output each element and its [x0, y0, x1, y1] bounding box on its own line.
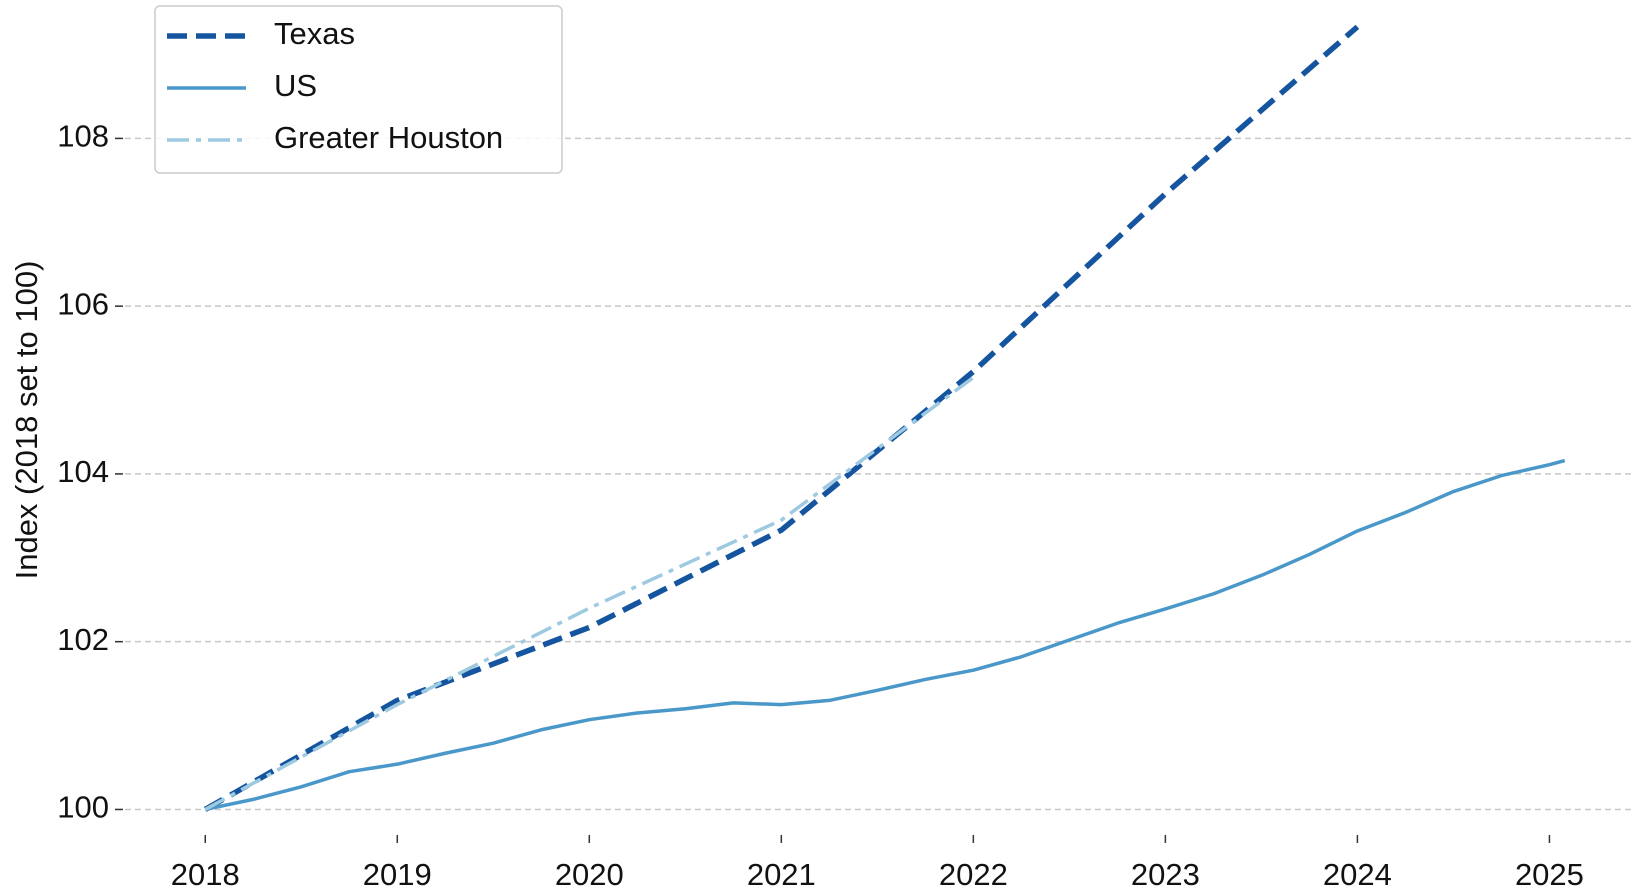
- x-tick-label: 2023: [1131, 857, 1200, 892]
- x-tick-label: 2019: [363, 857, 432, 892]
- x-tick-label: 2021: [747, 857, 816, 892]
- y-tick-label: 104: [57, 454, 109, 489]
- y-axis-label: Index (2018 set to 100): [9, 261, 44, 580]
- y-tick-label: 108: [57, 119, 109, 154]
- legend-label: Greater Houston: [274, 120, 503, 155]
- legend-label: Texas: [274, 16, 355, 51]
- x-tick-label: 2024: [1323, 857, 1392, 892]
- x-tick-label: 2022: [939, 857, 1008, 892]
- legend-box: [154, 5, 563, 174]
- x-tick-label: 2020: [555, 857, 624, 892]
- series-line: [204, 376, 975, 811]
- x-tick-label: 2018: [171, 857, 240, 892]
- legend-label: US: [274, 68, 317, 103]
- y-tick-label: 102: [57, 622, 109, 657]
- series-line: [204, 458, 1566, 812]
- series-line: [203, 24, 1360, 812]
- y-tick-label: 100: [57, 790, 109, 825]
- x-tick-label: 2025: [1515, 857, 1584, 892]
- y-tick-label: 106: [57, 286, 109, 321]
